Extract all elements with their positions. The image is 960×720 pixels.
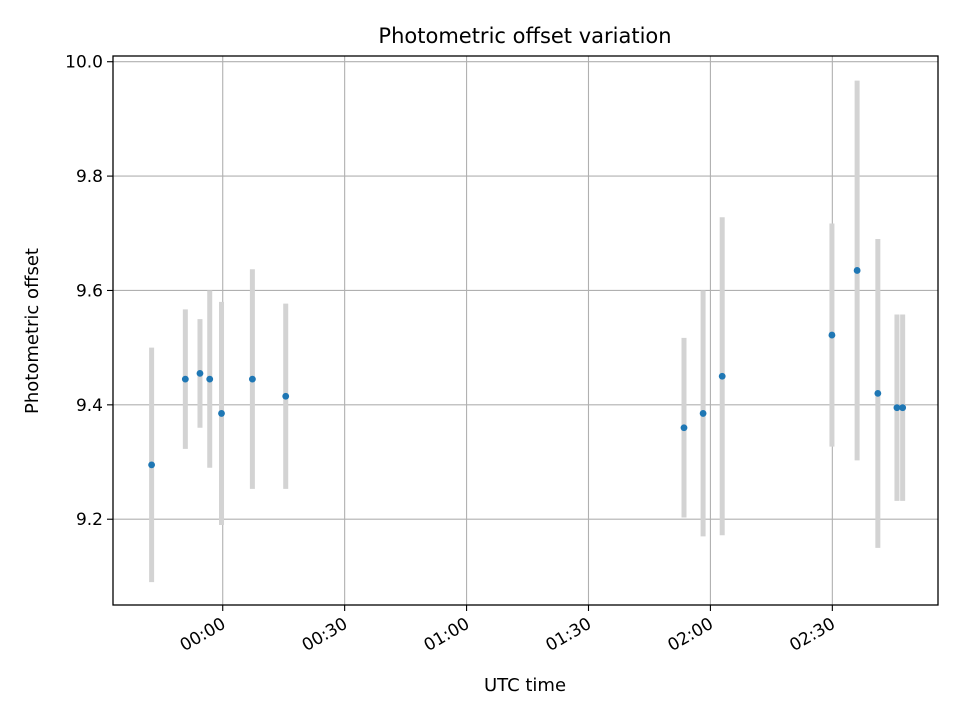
y-tick-label: 10.0 [65, 53, 103, 73]
y-axis-title: Photometric offset [22, 248, 43, 414]
data-point [680, 424, 688, 432]
data-point [899, 404, 907, 412]
data-point [699, 410, 707, 417]
data-points [148, 267, 907, 469]
data-point [181, 375, 189, 383]
y-tick-label: 9.4 [76, 396, 103, 416]
data-point [248, 375, 256, 383]
data-point [874, 390, 882, 397]
data-point [282, 392, 290, 400]
data-point [218, 410, 225, 417]
data-point [148, 461, 156, 469]
y-tick-label: 9.2 [76, 510, 103, 530]
chart-title: Photometric offset variation [378, 24, 671, 48]
y-tick-label: 9.8 [76, 167, 103, 187]
data-point [853, 267, 861, 274]
data-point [893, 404, 901, 412]
plot-frame [112, 55, 939, 606]
data-point [196, 369, 204, 377]
x-axis-title: UTC time [484, 675, 566, 696]
data-point [206, 375, 214, 383]
data-point [828, 331, 836, 339]
data-point [718, 372, 726, 380]
y-tick-label: 9.6 [76, 281, 103, 301]
